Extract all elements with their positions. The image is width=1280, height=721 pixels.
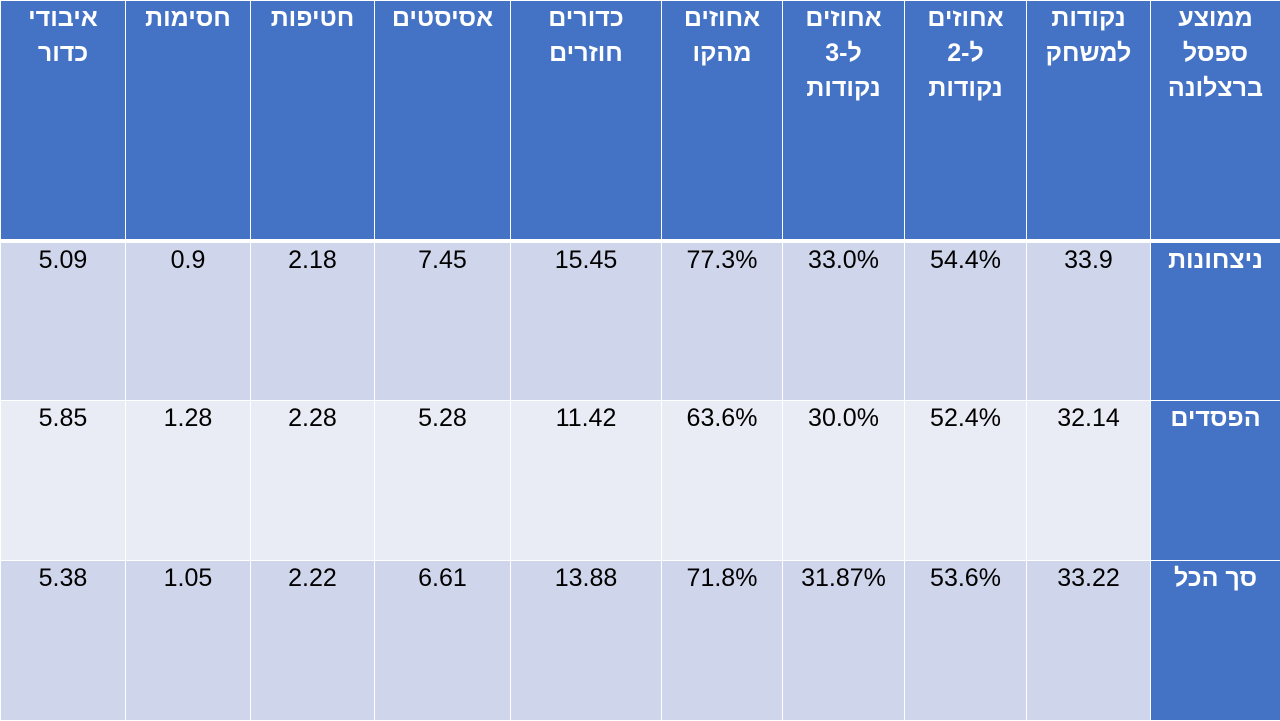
- table-cell: 1.28: [126, 401, 251, 561]
- row-header-total: סך הכל: [1151, 561, 1280, 721]
- column-header-2pt-percent: אחוזים ל-2 נקודות: [905, 1, 1027, 241]
- column-header-steals: חטיפות: [251, 1, 375, 241]
- corner-header: ממוצע ספסל ברצלונה: [1151, 1, 1280, 241]
- table-cell: 33.9: [1027, 241, 1151, 401]
- column-header-3pt-percent: אחוזים ל-3 נקודות: [783, 1, 905, 241]
- table-cell: 11.42: [511, 401, 662, 561]
- table-cell: 52.4%: [905, 401, 1027, 561]
- column-header-rebounds: כדורים חוזרים: [511, 1, 662, 241]
- column-header-ft-percent: אחוזים מהקו: [662, 1, 783, 241]
- table-cell: 32.14: [1027, 401, 1151, 561]
- table-cell: 2.28: [251, 401, 375, 561]
- column-header-assists: אסיסטים: [375, 1, 511, 241]
- table-cell: 31.87%: [783, 561, 905, 721]
- table-cell: 13.88: [511, 561, 662, 721]
- table-cell: 77.3%: [662, 241, 783, 401]
- header-row: ממוצע ספסל ברצלונה נקודות למשחק אחוזים ל…: [1, 1, 1280, 241]
- table-cell: 53.6%: [905, 561, 1027, 721]
- table-row-total: סך הכל 33.22 53.6% 31.87% 71.8% 13.88 6.…: [1, 561, 1280, 721]
- column-header-points-per-game: נקודות למשחק: [1027, 1, 1151, 241]
- table-cell: 2.18: [251, 241, 375, 401]
- table-cell: 15.45: [511, 241, 662, 401]
- table-cell: 5.38: [1, 561, 126, 721]
- table-cell: 54.4%: [905, 241, 1027, 401]
- row-header-losses: הפסדים: [1151, 401, 1280, 561]
- table-cell: 7.45: [375, 241, 511, 401]
- table-cell: 5.28: [375, 401, 511, 561]
- table-cell: 0.9: [126, 241, 251, 401]
- table-row-losses: הפסדים 32.14 52.4% 30.0% 63.6% 11.42 5.2…: [1, 401, 1280, 561]
- table-row-wins: ניצחונות 33.9 54.4% 33.0% 77.3% 15.45 7.…: [1, 241, 1280, 401]
- table-cell: 71.8%: [662, 561, 783, 721]
- table-cell: 2.22: [251, 561, 375, 721]
- column-header-turnovers: איבודי כדור: [1, 1, 126, 241]
- table-cell: 5.09: [1, 241, 126, 401]
- table-cell: 33.0%: [783, 241, 905, 401]
- table-cell: 6.61: [375, 561, 511, 721]
- table-cell: 63.6%: [662, 401, 783, 561]
- column-header-blocks: חסימות: [126, 1, 251, 241]
- row-header-wins: ניצחונות: [1151, 241, 1280, 401]
- table-cell: 5.85: [1, 401, 126, 561]
- table-cell: 33.22: [1027, 561, 1151, 721]
- table-cell: 1.05: [126, 561, 251, 721]
- table-cell: 30.0%: [783, 401, 905, 561]
